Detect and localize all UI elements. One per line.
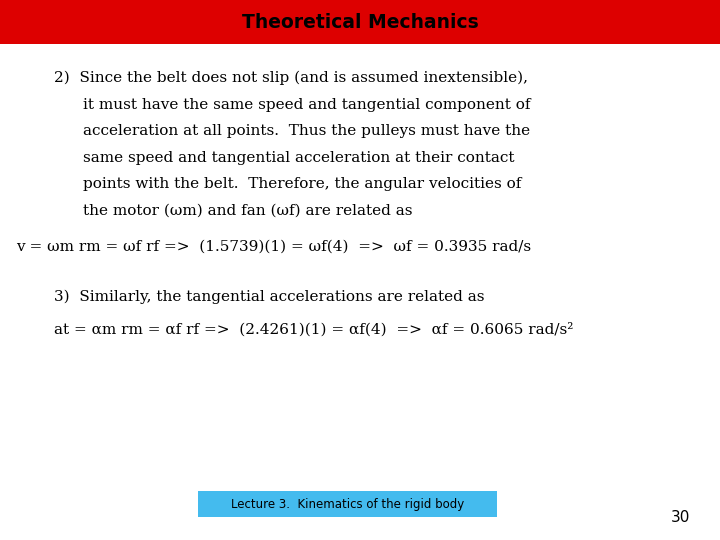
Text: same speed and tangential acceleration at their contact: same speed and tangential acceleration a… xyxy=(83,151,514,165)
Text: the motor (ωm) and fan (ωf) are related as: the motor (ωm) and fan (ωf) are related … xyxy=(83,204,413,218)
FancyBboxPatch shape xyxy=(198,491,497,517)
Text: v = ωm rm = ωf rf =>  (1.5739)(1) = ωf(4)  =>  ωf = 0.3935 rad/s: v = ωm rm = ωf rf => (1.5739)(1) = ωf(4)… xyxy=(16,240,531,254)
FancyBboxPatch shape xyxy=(0,0,720,44)
Text: at = αm rm = αf rf =>  (2.4261)(1) = αf(4)  =>  αf = 0.6065 rad/s²: at = αm rm = αf rf => (2.4261)(1) = αf(4… xyxy=(54,322,573,336)
Text: points with the belt.  Therefore, the angular velocities of: points with the belt. Therefore, the ang… xyxy=(83,177,521,191)
Text: 2)  Since the belt does not slip (and is assumed inextensible),: 2) Since the belt does not slip (and is … xyxy=(54,71,528,85)
Text: Theoretical Mechanics: Theoretical Mechanics xyxy=(242,12,478,31)
Text: 30: 30 xyxy=(671,510,690,525)
Text: acceleration at all points.  Thus the pulleys must have the: acceleration at all points. Thus the pul… xyxy=(83,124,530,138)
Text: Lecture 3.  Kinematics of the rigid body: Lecture 3. Kinematics of the rigid body xyxy=(231,498,464,511)
Text: 3)  Similarly, the tangential accelerations are related as: 3) Similarly, the tangential acceleratio… xyxy=(54,290,485,304)
Text: it must have the same speed and tangential component of: it must have the same speed and tangenti… xyxy=(83,98,531,112)
